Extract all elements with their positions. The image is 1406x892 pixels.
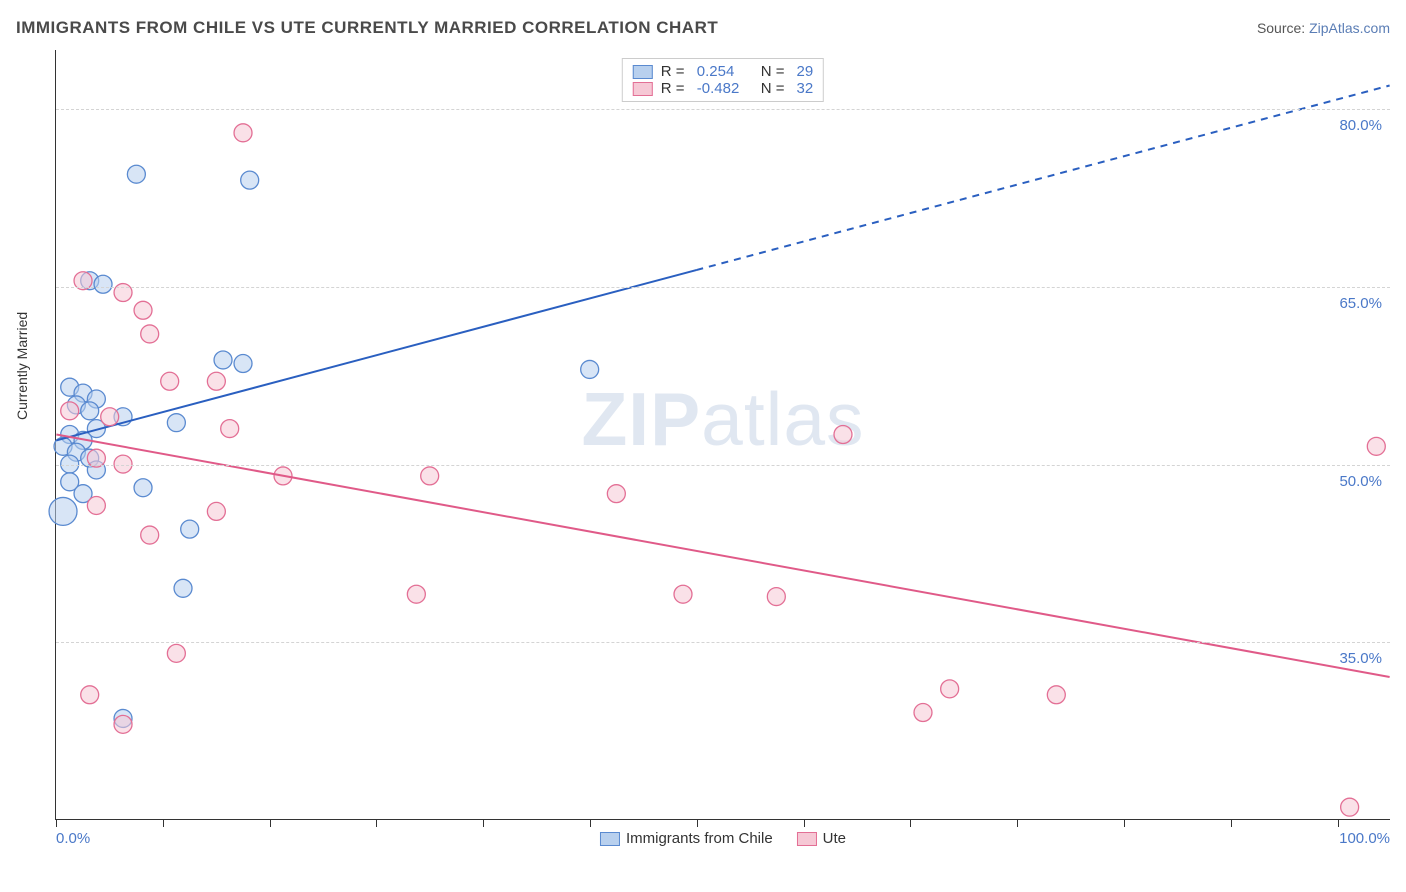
- data-point: [421, 467, 439, 485]
- n-label: N =: [761, 80, 785, 97]
- x-tick: [590, 819, 591, 827]
- legend-swatch: [600, 832, 620, 846]
- data-point: [167, 644, 185, 662]
- x-tick: [1124, 819, 1125, 827]
- x-axis-max-label: 100.0%: [1339, 830, 1390, 847]
- data-point: [101, 408, 119, 426]
- data-point: [141, 526, 159, 544]
- r-value: -0.482: [697, 80, 753, 97]
- y-axis-label: Currently Married: [14, 312, 30, 420]
- data-point: [87, 496, 105, 514]
- gridline: [56, 287, 1390, 288]
- data-point: [114, 715, 132, 733]
- legend-swatch: [797, 832, 817, 846]
- x-tick: [1231, 819, 1232, 827]
- data-point: [81, 402, 99, 420]
- x-axis-min-label: 0.0%: [56, 830, 90, 847]
- data-point: [581, 360, 599, 378]
- y-grid-label: 65.0%: [1339, 295, 1382, 312]
- y-grid-label: 80.0%: [1339, 117, 1382, 134]
- data-point: [134, 479, 152, 497]
- scatter-svg: [56, 50, 1390, 819]
- gridline: [56, 642, 1390, 643]
- x-tick: [270, 819, 271, 827]
- legend-swatch: [633, 65, 653, 79]
- legend-item: Immigrants from Chile: [600, 830, 773, 847]
- y-grid-label: 35.0%: [1339, 650, 1382, 667]
- source-citation: Source: ZipAtlas.com: [1257, 20, 1390, 36]
- y-grid-label: 50.0%: [1339, 473, 1382, 490]
- legend-stat-row: R = -0.482 N = 32: [633, 80, 813, 97]
- data-point: [914, 704, 932, 722]
- chart-title: IMMIGRANTS FROM CHILE VS UTE CURRENTLY M…: [16, 18, 718, 38]
- legend-stats: R = 0.254 N = 29 R = -0.482 N = 32: [622, 58, 824, 102]
- data-point: [81, 686, 99, 704]
- data-point: [941, 680, 959, 698]
- data-point: [49, 497, 77, 525]
- data-point: [141, 325, 159, 343]
- x-tick: [1338, 819, 1339, 827]
- n-value: 29: [797, 63, 814, 80]
- data-point: [607, 485, 625, 503]
- data-point: [407, 585, 425, 603]
- x-tick: [163, 819, 164, 827]
- data-point: [1047, 686, 1065, 704]
- data-point: [1341, 798, 1359, 816]
- legend-series: Immigrants from Chile Ute: [600, 830, 846, 847]
- n-label: N =: [761, 63, 785, 80]
- x-tick: [804, 819, 805, 827]
- trend-line: [56, 270, 696, 440]
- legend-swatch: [633, 82, 653, 96]
- gridline: [56, 109, 1390, 110]
- data-point: [767, 588, 785, 606]
- r-label: R =: [661, 63, 689, 80]
- legend-label: Immigrants from Chile: [626, 830, 773, 847]
- r-value: 0.254: [697, 63, 753, 80]
- data-point: [1367, 437, 1385, 455]
- gridline: [56, 465, 1390, 466]
- legend-stat-row: R = 0.254 N = 29: [633, 63, 813, 80]
- chart-plot-area: ZIPatlas R =0.254N =29R =-0.482N =32 Imm…: [55, 50, 1390, 820]
- n-value: 32: [797, 80, 814, 97]
- data-point: [174, 579, 192, 597]
- source-link[interactable]: ZipAtlas.com: [1309, 20, 1390, 36]
- data-point: [207, 372, 225, 390]
- data-point: [134, 301, 152, 319]
- trend-line: [56, 435, 1389, 678]
- x-tick: [376, 819, 377, 827]
- legend-item: Ute: [797, 830, 846, 847]
- data-point: [61, 402, 79, 420]
- x-tick: [483, 819, 484, 827]
- data-point: [207, 502, 225, 520]
- x-tick: [56, 819, 57, 827]
- data-point: [241, 171, 259, 189]
- x-tick: [910, 819, 911, 827]
- data-point: [161, 372, 179, 390]
- x-tick: [697, 819, 698, 827]
- data-point: [234, 355, 252, 373]
- data-point: [214, 351, 232, 369]
- data-point: [127, 165, 145, 183]
- data-point: [834, 426, 852, 444]
- data-point: [221, 420, 239, 438]
- data-point: [94, 275, 112, 293]
- legend-label: Ute: [823, 830, 846, 847]
- data-point: [181, 520, 199, 538]
- x-tick: [1017, 819, 1018, 827]
- r-label: R =: [661, 80, 689, 97]
- data-point: [234, 124, 252, 142]
- data-point: [674, 585, 692, 603]
- trend-line-extrapolated: [696, 85, 1389, 270]
- data-point: [167, 414, 185, 432]
